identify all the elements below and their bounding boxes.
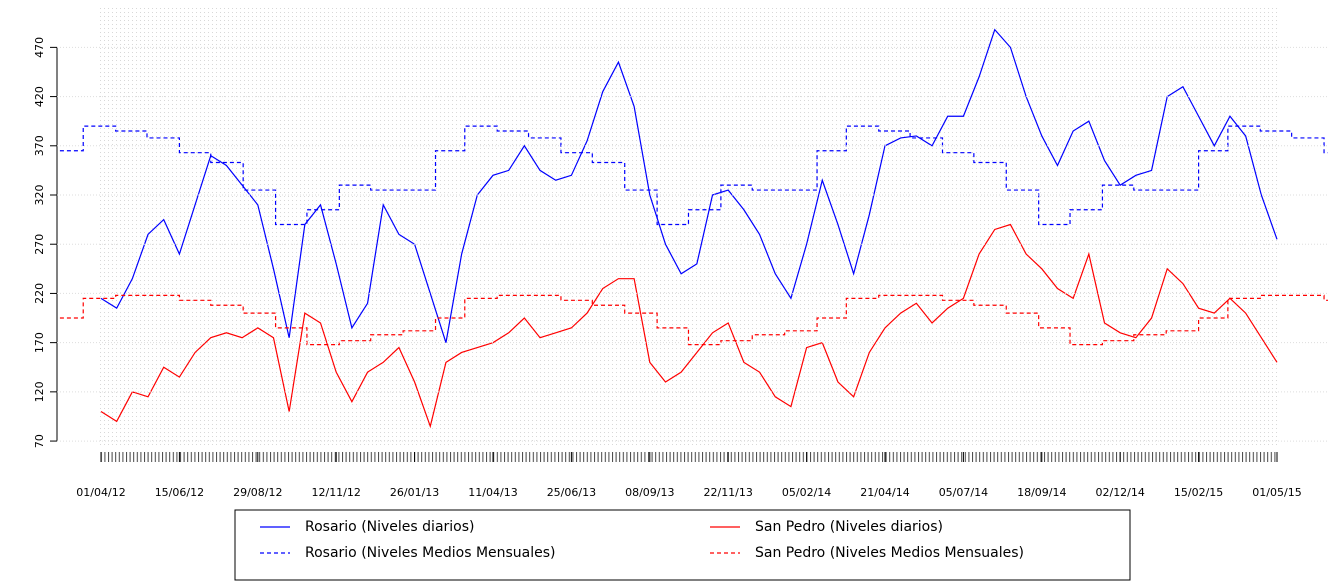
- y-tick-label: 470: [33, 37, 46, 58]
- x-tick-label: 26/01/13: [390, 486, 439, 499]
- y-tick-label: 120: [33, 381, 46, 402]
- x-tick-label: 08/09/13: [625, 486, 674, 499]
- monthly-line: [57, 125, 1328, 226]
- y-tick-label: 320: [33, 185, 46, 206]
- legend-label: San Pedro (Niveles diarios): [755, 519, 943, 535]
- x-tick-label: 02/12/14: [1095, 486, 1144, 499]
- y-tick-label: 170: [33, 332, 46, 353]
- legend-label: Rosario (Niveles diarios): [305, 519, 475, 535]
- y-tick-label: 70: [33, 434, 46, 448]
- x-tick-label: 29/08/12: [233, 486, 282, 499]
- y-tick-label: 220: [33, 283, 46, 304]
- x-tick-label: 12/11/12: [311, 486, 360, 499]
- daily-line: [100, 223, 1278, 429]
- monthly-line: [57, 294, 1328, 346]
- x-tick-label: 05/02/14: [782, 486, 831, 499]
- y-tick-label: 270: [33, 234, 46, 255]
- x-tick-label: 18/09/14: [1017, 486, 1066, 499]
- legend-label: Rosario (Niveles Medios Mensuales): [305, 545, 556, 561]
- x-tick-label: 21/04/14: [860, 486, 909, 499]
- daily-line: [100, 28, 1278, 343]
- y-tick-label: 370: [33, 135, 46, 156]
- x-tick-label: 01/05/15: [1252, 486, 1301, 499]
- legend-label: San Pedro (Niveles Medios Mensuales): [755, 545, 1024, 561]
- x-tick-label: 05/07/14: [939, 486, 988, 499]
- x-tick-label: 22/11/13: [703, 486, 752, 499]
- dense-grid: [100, 8, 1280, 445]
- x-tick-label: 01/04/12: [76, 486, 125, 499]
- y-tick-label: 420: [33, 86, 46, 107]
- minor-ticks: [100, 452, 1278, 462]
- x-tick-label: 15/02/15: [1174, 486, 1223, 499]
- x-tick-label: 25/06/13: [547, 486, 596, 499]
- x-tick-label: 15/06/12: [155, 486, 204, 499]
- plot: [57, 28, 1328, 429]
- x-tick-label: 11/04/13: [468, 486, 517, 499]
- legend: [234, 509, 1131, 581]
